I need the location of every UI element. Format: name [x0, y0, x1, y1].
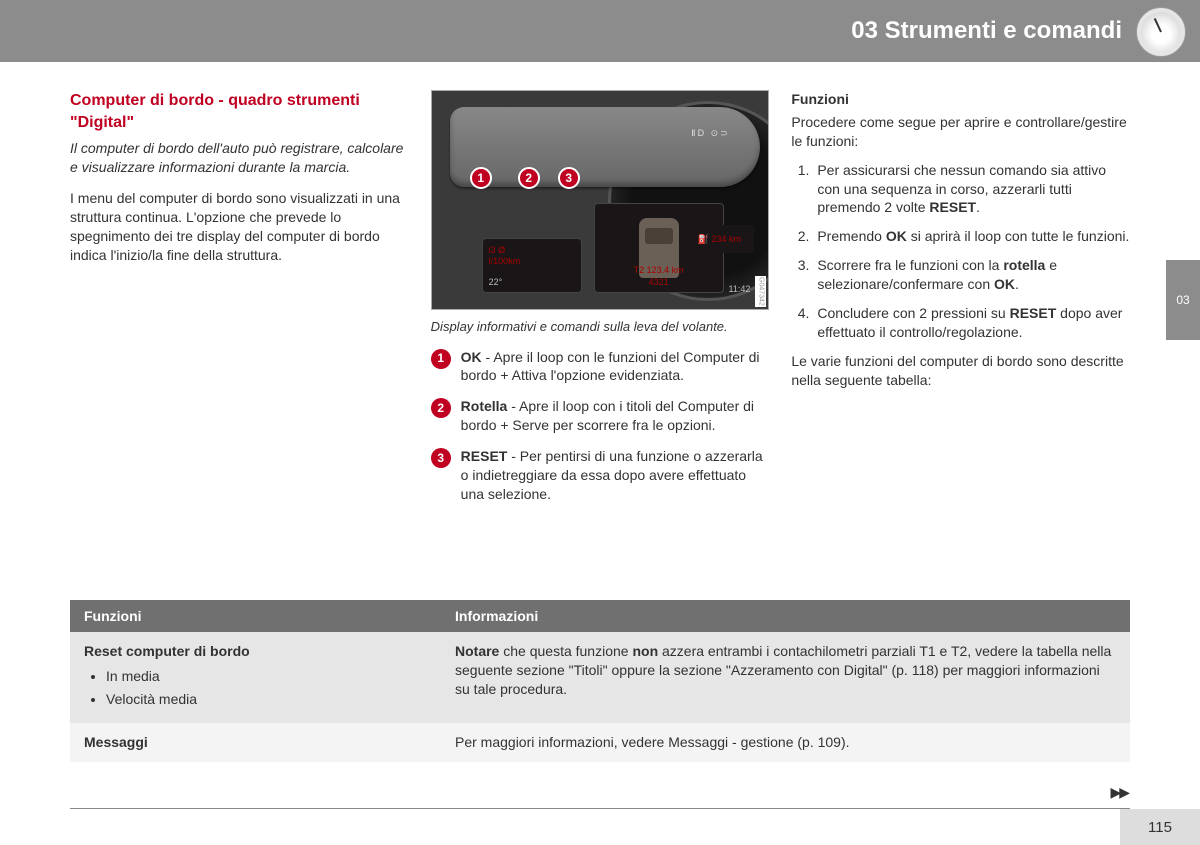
section-title: Computer di bordo - quadro strumenti "Di…	[70, 90, 409, 133]
footer-rule	[70, 808, 1130, 809]
column-right: Funzioni Procedere come segue per aprire…	[791, 90, 1130, 516]
legend-badge: 2	[431, 398, 451, 418]
panel1-line1: i3 Ø	[489, 245, 575, 256]
chapter-header: 03 Strumenti e comandi	[0, 0, 1200, 62]
side-chapter-tab: 03	[1166, 260, 1200, 340]
th-informazioni: Informazioni	[441, 600, 1130, 632]
chapter-icon-gauge	[1136, 7, 1186, 57]
functions-table: Funzioni Informazioni Reset computer di …	[70, 600, 1130, 762]
procedure-step: Per assicurarsi che nessun comando sia a…	[813, 161, 1130, 218]
panel1-temp: 22°	[489, 277, 503, 288]
cell-funzioni: Reset computer di bordoIn mediaVelocità …	[70, 632, 441, 723]
chapter-title: 03 Strumenti e comandi	[851, 17, 1122, 45]
procedure-steps: Per assicurarsi che nessun comando sia a…	[791, 161, 1130, 342]
procedure-step: Concludere con 2 pressioni su RESET dopo…	[813, 304, 1130, 342]
continue-icon: ▶▶	[1110, 784, 1128, 801]
th-funzioni: Funzioni	[70, 600, 441, 632]
page-number: 115	[1120, 809, 1200, 845]
panel3-time: 11:42	[728, 283, 750, 295]
legend-text: Rotella - Apre il loop con i titoli del …	[461, 397, 770, 435]
figure-caption: Display informativi e comandi sulla leva…	[431, 318, 770, 336]
figure-code: G047342	[755, 276, 766, 307]
display-panel-left: i3 Ø l/100km 22°	[482, 238, 582, 293]
section-intro: Il computer di bordo dell'auto può regis…	[70, 139, 409, 177]
panel1-line2: l/100km	[489, 256, 575, 267]
legend-item: 3 RESET - Per pentirsi di una funzione o …	[431, 447, 770, 504]
legend-badge: 3	[431, 448, 451, 468]
figure-legend: 1 OK - Apre il loop con le funzioni del C…	[431, 348, 770, 504]
main-columns: Computer di bordo - quadro strumenti "Di…	[70, 90, 1130, 516]
panel2-line2: 4321	[649, 277, 669, 287]
functions-outro: Le varie funzioni del computer di bordo …	[791, 352, 1130, 390]
cell-funzioni: Messaggi	[70, 723, 441, 762]
list-item: Velocità media	[106, 690, 427, 709]
callout-badge-2: 2	[518, 167, 540, 189]
legend-text: RESET - Per pentirsi di una funzione o a…	[461, 447, 770, 504]
legend-text: OK - Apre il loop con le funzioni del Co…	[461, 348, 770, 386]
stalk-symbols: ⅡD ⊙⊃	[691, 127, 730, 139]
procedure-step: Premendo OK si aprirà il loop con tutte …	[813, 227, 1130, 246]
callout-badge-3: 3	[558, 167, 580, 189]
functions-heading: Funzioni	[791, 90, 1130, 109]
legend-badge: 1	[431, 349, 451, 369]
table-row: MessaggiPer maggiori informazioni, veder…	[70, 723, 1130, 762]
legend-item: 2 Rotella - Apre il loop con i titoli del…	[431, 397, 770, 435]
cell-informazioni: Per maggiori informazioni, vedere Messag…	[441, 723, 1130, 762]
cell-informazioni: Notare che questa funzione non azzera en…	[441, 632, 1130, 723]
functions-lead: Procedere come segue per aprire e contro…	[791, 113, 1130, 151]
list-item: In media	[106, 667, 427, 686]
display-panel-right: ⛽ 234 km	[684, 225, 754, 253]
section-paragraph: I menu del computer di bordo sono visual…	[70, 189, 409, 265]
column-left: Computer di bordo - quadro strumenti "Di…	[70, 90, 409, 516]
column-center: ⅡD ⊙⊃ 1 2 3 i3 Ø l/100km 22° T2 123.4 km…	[431, 90, 770, 516]
legend-item: 1 OK - Apre il loop con le funzioni del C…	[431, 348, 770, 386]
table-row: Reset computer di bordoIn mediaVelocità …	[70, 632, 1130, 723]
panel2-line1: T2 123.4 km	[634, 265, 684, 275]
callout-badge-1: 1	[470, 167, 492, 189]
procedure-step: Scorrere fra le funzioni con la rotella …	[813, 256, 1130, 294]
dashboard-figure: ⅡD ⊙⊃ 1 2 3 i3 Ø l/100km 22° T2 123.4 km…	[431, 90, 770, 310]
control-stalk-graphic: ⅡD ⊙⊃	[450, 107, 760, 187]
